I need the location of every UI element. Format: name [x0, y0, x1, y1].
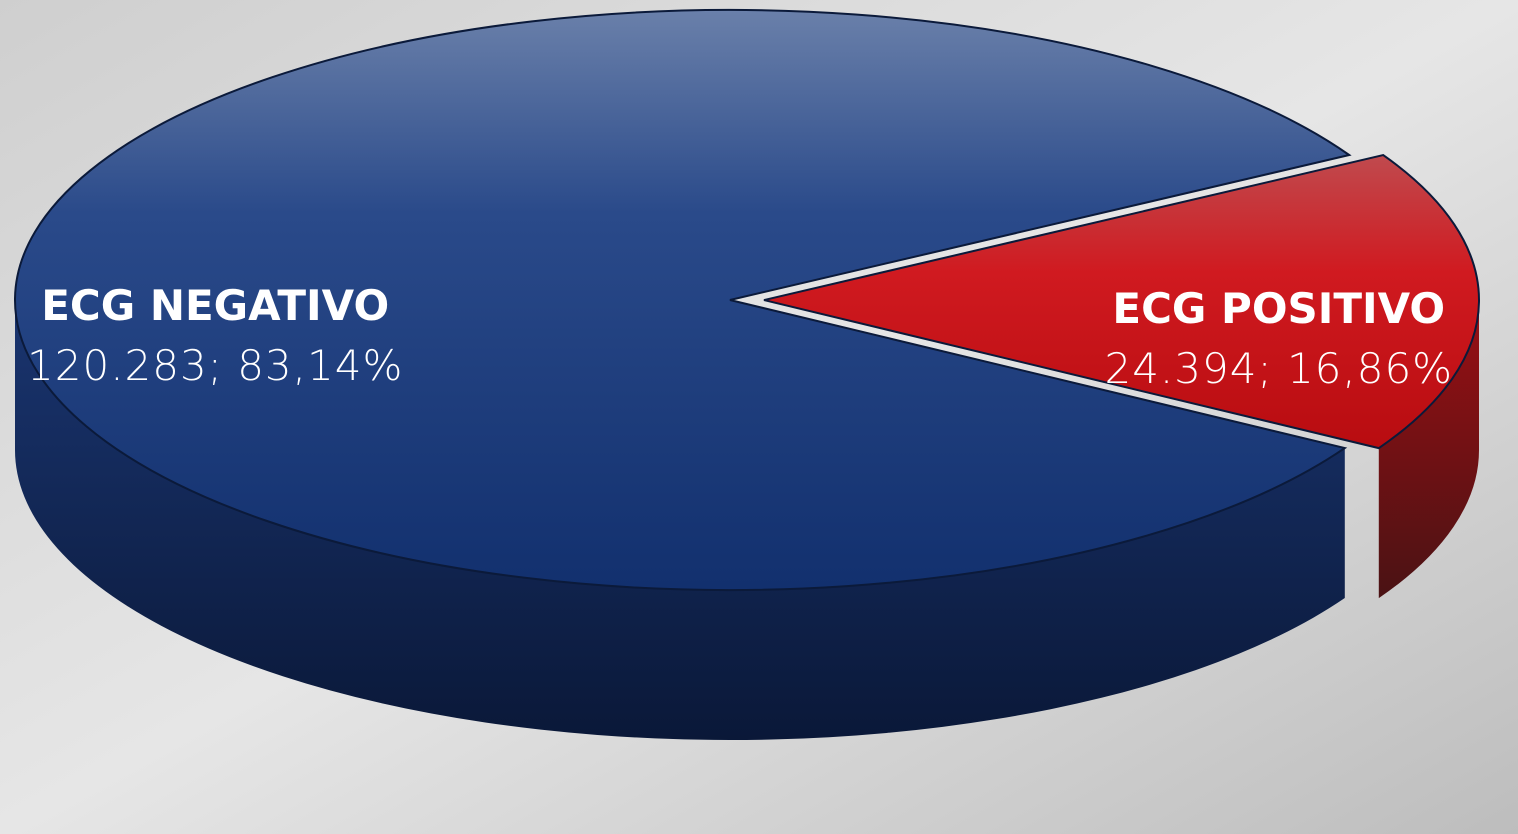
sides	[15, 300, 1479, 741]
labels: ECG NEGATIVO 120.283; 83,14% ECG POSITIVO 2…	[27, 281, 1453, 393]
slice-value-label: 24.394; 16,86%	[1104, 344, 1453, 393]
slice-name: ECG POSITIVO	[1112, 284, 1445, 333]
slice-side	[15, 300, 1345, 741]
slice	[14, 9, 1352, 591]
slice-value-label: 120.283; 83,14%	[27, 341, 403, 390]
slice	[763, 154, 1480, 450]
slice-name: ECG NEGATIVO	[41, 281, 389, 330]
slice-side	[1378, 300, 1479, 599]
tops	[14, 9, 1480, 591]
